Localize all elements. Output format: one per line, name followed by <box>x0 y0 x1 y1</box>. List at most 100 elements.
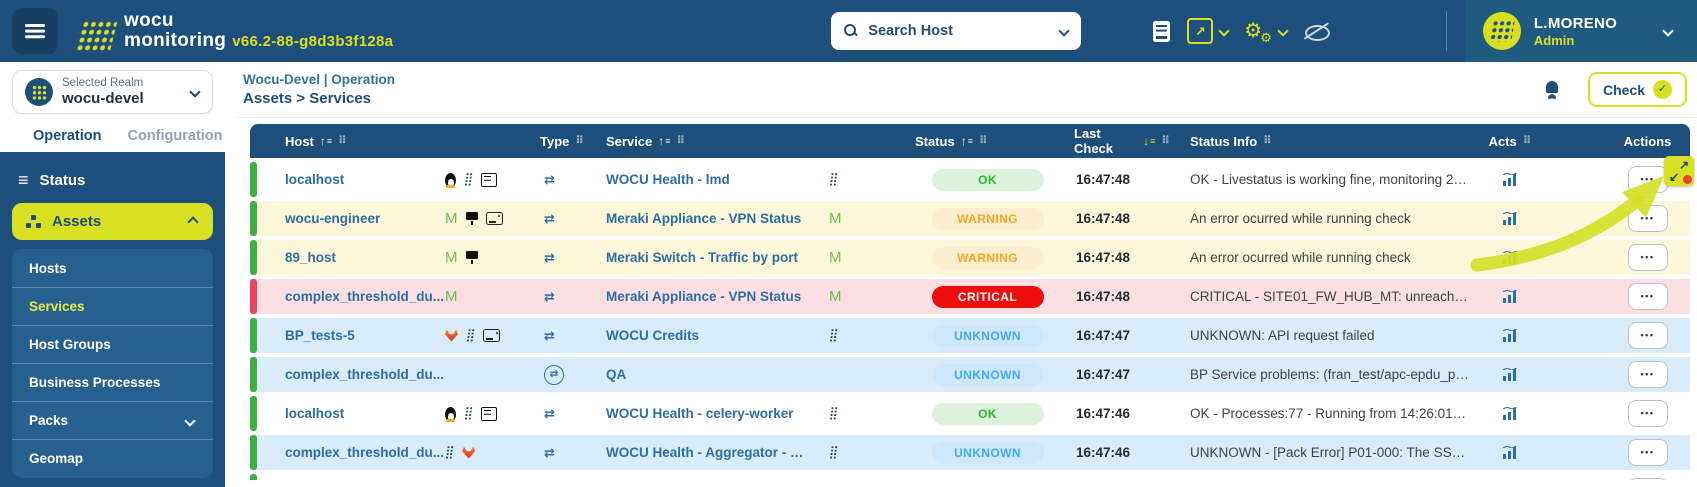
acts-cell[interactable] <box>1475 290 1545 303</box>
sort-icon[interactable] <box>320 135 332 147</box>
row-actions-button[interactable]: ••• <box>1627 283 1668 310</box>
sidebar-item-status[interactable]: ≡ Status <box>0 160 225 200</box>
chart-icon[interactable] <box>1502 329 1518 342</box>
chevron-down-icon[interactable] <box>189 87 200 97</box>
external-link-menu[interactable]: ↗ <box>1187 18 1227 44</box>
tab-configuration[interactable]: Configuration <box>127 128 223 144</box>
chart-icon[interactable] <box>1502 173 1518 186</box>
col-type-label[interactable]: Type <box>540 133 570 149</box>
service-link[interactable]: WOCU Health - Aggregator - … <box>606 445 804 460</box>
status-badge: CRITICAL <box>931 285 1044 308</box>
host-link[interactable]: complex_threshold_du... <box>285 445 445 460</box>
monitor-icon <box>465 212 478 225</box>
last-check-value: 16:47:48 <box>1076 250 1131 265</box>
col-last-check-label[interactable]: Last Check <box>1074 126 1114 156</box>
host-link[interactable]: complex_threshold_du... <box>285 289 445 304</box>
acts-cell[interactable] <box>1475 368 1545 381</box>
service-link[interactable]: WOCU Health - celery-worker <box>606 406 794 421</box>
row-actions-button[interactable]: ••• <box>1627 205 1668 232</box>
tab-operation[interactable]: Operation <box>33 128 102 144</box>
table-row[interactable]: complex_threshold_du... M ⇄ Meraki Appli… <box>250 279 1690 314</box>
host-link[interactable]: 89_host <box>285 250 337 265</box>
service-link[interactable]: WOCU Credits <box>606 328 700 343</box>
acts-cell[interactable] <box>1475 446 1545 459</box>
host-link[interactable]: wocu-engineer <box>285 211 381 226</box>
row-actions-button[interactable]: ••• <box>1627 166 1668 193</box>
drag-handle-icon[interactable]: ⠿ <box>979 134 988 147</box>
sort-icon[interactable] <box>658 135 670 147</box>
chart-icon[interactable] <box>1502 212 1518 225</box>
row-actions-button[interactable]: ••• <box>1627 400 1668 427</box>
search-host-combobox[interactable]: Search Host <box>831 12 1082 50</box>
chevron-down-icon[interactable] <box>1662 26 1675 36</box>
drag-handle-icon[interactable]: ⠿ <box>1522 134 1532 147</box>
shuffle-icon: ⇄ <box>544 289 555 304</box>
service-link[interactable]: WOCU Health - lmd <box>606 172 730 187</box>
table-row[interactable]: localhost ⣿ ⇄ WOCU Health - celery-worke… <box>250 396 1690 431</box>
user-menu[interactable]: L.MORENO Admin <box>1464 0 1697 62</box>
drag-handle-icon[interactable]: ⠿ <box>575 134 584 147</box>
col-acts-label[interactable]: Acts <box>1488 133 1517 149</box>
acts-cell[interactable] <box>1475 212 1545 225</box>
table-row[interactable]: localhost ⣿ ⇄ WOCU Health - lmd ⣿ OK 16:… <box>250 162 1690 197</box>
sidebar-item-business-processes[interactable]: Business Processes <box>12 364 213 402</box>
settings-menu[interactable]: ⚙ ⚙ <box>1244 19 1286 44</box>
chart-icon[interactable] <box>1502 446 1518 459</box>
host-link[interactable]: BP_tests-5 <box>285 328 355 343</box>
table-row[interactable]: complex_threshold_du... ⣿ ⇄ WOCU Health … <box>250 435 1690 470</box>
col-host-label[interactable]: Host <box>285 133 314 149</box>
sidebar-item-host-groups[interactable]: Host Groups <box>12 326 213 364</box>
service-link[interactable]: Meraki Appliance - VPN Status <box>606 211 802 226</box>
row-actions-button[interactable]: ••• <box>1627 439 1668 466</box>
chevron-down-icon[interactable] <box>1058 26 1069 36</box>
chart-icon[interactable] <box>1502 251 1518 264</box>
sidebar-item-packs[interactable]: Packs <box>12 402 213 440</box>
chart-icon[interactable] <box>1502 407 1518 420</box>
table-row[interactable]: wocu-engineer M ⇄ Meraki Appliance - VPN… <box>250 201 1690 236</box>
check-button[interactable]: Check ✓ <box>1587 72 1687 107</box>
avatar <box>1482 12 1521 50</box>
visibility-toggle[interactable] <box>1303 21 1330 41</box>
sidebar-item-assets[interactable]: Assets <box>12 203 213 240</box>
drag-handle-icon[interactable]: ⠿ <box>338 134 347 147</box>
col-status-label[interactable]: Status <box>915 133 955 149</box>
drag-handle-icon[interactable]: ⠿ <box>1263 134 1272 147</box>
table-row[interactable]: 89_host M ⇄ Meraki Switch - Traffic by p… <box>250 240 1690 275</box>
hamburger-menu-button[interactable] <box>12 8 58 54</box>
row-actions-button[interactable]: ••• <box>1627 322 1668 349</box>
service-link[interactable]: QA <box>606 367 627 382</box>
host-link[interactable]: localhost <box>285 406 345 421</box>
app-logo[interactable]: wocu monitoring v66.2-88-g8d3b3f128a <box>74 11 393 51</box>
col-status-info-label[interactable]: Status Info <box>1190 133 1258 149</box>
sidebar-item-services[interactable]: Services <box>12 288 213 326</box>
sort-desc-icon[interactable] <box>1143 135 1155 147</box>
sidebar-item-geomap[interactable]: Geomap <box>12 440 213 477</box>
host-link[interactable]: localhost <box>285 172 345 187</box>
expand-table-button[interactable] <box>1664 156 1694 186</box>
realm-selector[interactable]: Selected Realm wocu-devel <box>12 70 213 114</box>
row-actions-button[interactable]: ••• <box>1627 244 1668 271</box>
breadcrumb-realm[interactable]: Wocu-Devel | Operation <box>243 72 396 87</box>
chart-icon[interactable] <box>1502 368 1518 381</box>
col-service-label[interactable]: Service <box>606 133 653 149</box>
chart-icon[interactable] <box>1502 290 1518 303</box>
notifications-button[interactable] <box>1538 80 1566 99</box>
sidebar-item-hosts[interactable]: Hosts <box>12 250 213 288</box>
service-link[interactable]: Meraki Switch - Traffic by port <box>606 250 799 265</box>
drag-handle-icon[interactable]: ⠿ <box>676 134 686 147</box>
sort-icon[interactable] <box>961 135 973 147</box>
realm-label: Selected Realm <box>62 77 144 89</box>
table-row[interactable]: localhost ⣿ ⇄ WOCU Health - M… ⣿ OK 16:4… <box>250 474 1690 480</box>
acts-cell[interactable] <box>1475 251 1545 264</box>
table-row[interactable]: BP_tests-5 ⣿ ⇄ WOCU Credits ⣿ UNKNOWN 16… <box>250 318 1690 353</box>
service-link[interactable]: Meraki Appliance - VPN Status <box>606 289 802 304</box>
table-row[interactable]: complex_threshold_du... ⇄ QA UNKNOWN 16:… <box>250 357 1690 392</box>
docs-button[interactable] <box>1153 20 1171 42</box>
acts-cell[interactable] <box>1475 329 1545 342</box>
last-check-value: 16:47:48 <box>1076 211 1131 226</box>
drag-handle-icon[interactable]: ⠿ <box>1161 134 1170 147</box>
acts-cell[interactable] <box>1475 173 1545 186</box>
row-actions-button[interactable]: ••• <box>1627 361 1668 388</box>
host-link[interactable]: complex_threshold_du... <box>285 367 445 382</box>
acts-cell[interactable] <box>1475 407 1545 420</box>
